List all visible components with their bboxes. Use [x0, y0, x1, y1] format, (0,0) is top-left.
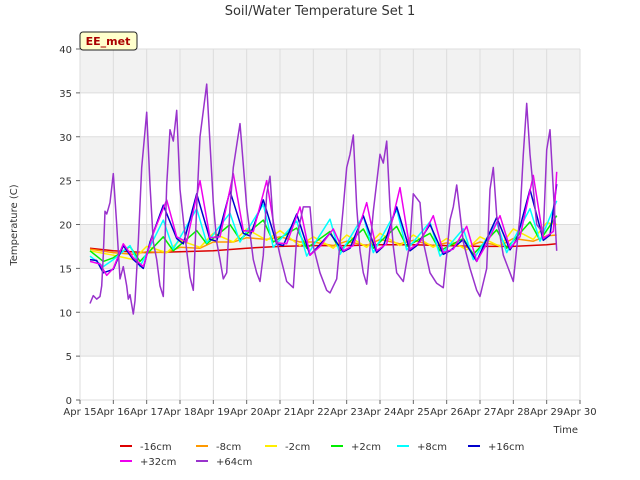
x-tick-label: Apr 20: [230, 407, 263, 418]
x-tick-label: Apr 23: [330, 407, 363, 418]
legend-label: -8cm: [216, 442, 241, 453]
legend-label: -16cm: [140, 442, 172, 453]
y-axis-label: Temperature (C): [9, 184, 20, 266]
legend-item: -2cm: [265, 442, 310, 453]
plot-band: [80, 49, 580, 93]
legend-label: -2cm: [285, 442, 310, 453]
x-tick-label: Apr 17: [130, 407, 163, 418]
x-tick-label: Apr 28: [497, 407, 530, 418]
y-tick-label: 10: [59, 308, 72, 319]
series-lines: [89, 83, 558, 315]
y-tick-label: 15: [59, 264, 72, 275]
x-tick-label: Apr 19: [197, 407, 230, 418]
legend-label: +8cm: [417, 442, 447, 453]
x-axis-ticks: Apr 15 Apr 16 Apr 17 Apr 18 Apr 19 Apr 20 Apr …: [63, 400, 597, 418]
x-tick-label: Apr 25: [397, 407, 430, 418]
x-tick-label: Apr 29: [530, 407, 563, 418]
legend-item: -16cm: [120, 442, 172, 453]
legend-label: +32cm: [140, 457, 176, 468]
x-tick-label: Apr 15: [63, 407, 96, 418]
x-tick-label: Apr 26: [430, 407, 463, 418]
chart-title: Soil/Water Temperature Set 1: [225, 4, 416, 19]
x-tick-label: Apr 21: [263, 407, 296, 418]
y-tick-label: 30: [59, 133, 72, 144]
x-tick-label: Apr 18: [163, 407, 196, 418]
y-tick-label: 5: [66, 352, 72, 363]
legend-item: +16cm: [468, 442, 524, 453]
legend-item: +64cm: [196, 457, 252, 468]
site-label: EE_met: [86, 35, 131, 48]
y-tick-label: 25: [59, 177, 72, 188]
x-tick-label: Apr 30: [563, 407, 596, 418]
y-tick-label: 0: [66, 396, 72, 407]
x-tick-label: Apr 16: [97, 407, 130, 418]
site-label-box: EE_met: [79, 31, 138, 51]
x-tick-label: Apr 22: [297, 407, 330, 418]
legend-item: +2cm: [331, 442, 381, 453]
plot-band: [80, 136, 580, 181]
y-tick-label: 40: [59, 45, 72, 56]
legend-item: -8cm: [196, 442, 241, 453]
series-line-8cm: [89, 200, 558, 268]
series-line-64cm: [89, 83, 558, 315]
legend-label: +16cm: [488, 442, 524, 453]
series-line-2cm: [89, 215, 558, 263]
legend-item: +32cm: [120, 457, 176, 468]
plot-band: [80, 312, 580, 357]
legend-label: +64cm: [216, 457, 252, 468]
y-axis-ticks: 0 5 10 15 20 25 30 35 40: [59, 45, 80, 407]
legend-item: +8cm: [397, 442, 447, 453]
series-line-32cm: [89, 171, 558, 277]
y-tick-label: 35: [59, 89, 72, 100]
x-tick-label: Apr 27: [463, 407, 496, 418]
y-tick-label: 20: [59, 221, 72, 232]
legend: -16cm -8cm -2cm +2cm +8cm +16cm +32cm +64cm: [120, 442, 524, 468]
legend-label: +2cm: [351, 442, 381, 453]
x-axis-label: Time: [553, 425, 578, 436]
x-tick-label: Apr 24: [363, 407, 396, 418]
